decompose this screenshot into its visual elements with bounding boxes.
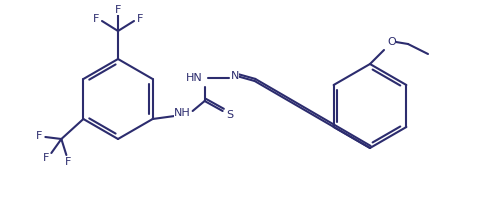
Text: HN: HN (186, 73, 203, 83)
Text: F: F (115, 5, 121, 15)
Text: F: F (137, 14, 143, 24)
Text: O: O (388, 37, 396, 47)
Text: NH: NH (174, 108, 191, 118)
Text: F: F (36, 131, 42, 141)
Text: F: F (43, 153, 49, 163)
Text: S: S (226, 110, 233, 120)
Text: F: F (65, 157, 72, 167)
Text: F: F (93, 14, 99, 24)
Text: N: N (231, 71, 239, 81)
